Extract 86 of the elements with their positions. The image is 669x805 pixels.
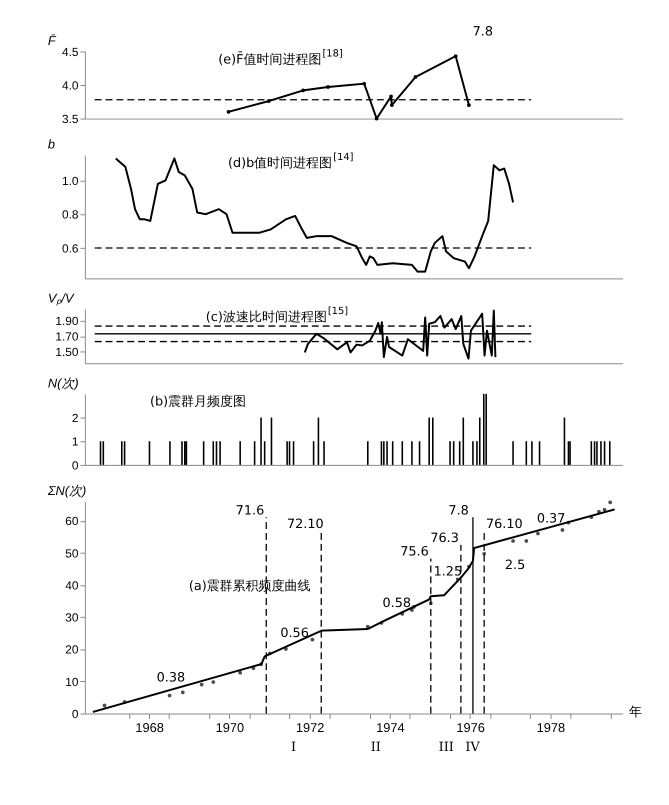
point: [226, 110, 230, 114]
x-tick-label: 1976: [456, 720, 485, 735]
x-tick-label: 1978: [536, 720, 566, 735]
y-tick-label: 50: [65, 546, 79, 560]
text: I: [290, 740, 296, 756]
point: [268, 652, 272, 656]
annotation: 2.5: [504, 558, 526, 574]
y-tick-label: 1.0: [62, 174, 79, 188]
point: [597, 510, 601, 514]
point: [122, 700, 126, 704]
annotation: 72.10: [287, 517, 324, 532]
point: [602, 508, 606, 512]
point: [168, 694, 172, 698]
point: [454, 54, 458, 58]
y-tick-label: 1.70: [55, 330, 79, 344]
point: [238, 670, 242, 675]
point: [200, 682, 204, 686]
y-tick-label: 4.5: [62, 44, 79, 59]
y-axis-title: F̄: [48, 33, 57, 48]
annotation: 76.3: [430, 530, 459, 546]
y-tick-label: 40: [65, 578, 79, 592]
point: [102, 704, 106, 708]
y-tick-label: 0: [72, 707, 79, 721]
point: [366, 624, 370, 629]
chart-title: (b)震群月频度图: [150, 394, 246, 410]
text: 7.8: [472, 24, 493, 40]
point: [400, 612, 404, 616]
point: [180, 690, 185, 694]
point: [467, 564, 471, 569]
y-tick-label: 30: [65, 610, 79, 625]
y-axis-title: b: [48, 136, 55, 152]
y-tick-label: 4.0: [62, 78, 79, 92]
point: [362, 82, 366, 86]
y-tick-label: 60: [65, 514, 79, 528]
point: [259, 662, 263, 666]
x-tick-label: 1968: [135, 720, 164, 735]
y-tick-label: 20: [65, 642, 79, 657]
point: [389, 94, 393, 98]
y-tick-label: 1: [72, 434, 78, 449]
point: [524, 539, 528, 543]
x-tick-label: 1974: [376, 720, 405, 735]
y-tick-label: 0: [72, 458, 79, 472]
annotation: 75.6: [400, 544, 429, 560]
point: [456, 578, 460, 582]
x-axis-title: 年: [629, 704, 642, 720]
point: [414, 75, 418, 79]
y-tick-label: 3.5: [62, 112, 79, 126]
point: [560, 528, 564, 532]
y-tick-label: 1.90: [55, 314, 79, 328]
point: [284, 647, 288, 651]
point: [410, 608, 414, 612]
x-tick-label: 1972: [296, 720, 324, 735]
y-tick-label: 2: [72, 410, 78, 425]
text: III: [438, 740, 454, 756]
point: [467, 103, 471, 107]
x-tick-label: 1970: [216, 720, 244, 735]
y-tick-label: 1.50: [55, 345, 79, 360]
point: [511, 539, 515, 543]
point: [608, 500, 612, 504]
y-axis-title: ΣN(次): [46, 483, 86, 498]
text: II: [370, 740, 381, 756]
point: [301, 88, 306, 92]
annotation: 1.25: [434, 564, 462, 580]
text: IV: [465, 740, 480, 756]
text: (a)震群累积频度曲线: [188, 578, 311, 594]
y-tick-label: 0.8: [62, 208, 79, 222]
annotation: 0.37: [536, 511, 566, 526]
point: [380, 621, 384, 625]
point: [412, 605, 416, 609]
point: [326, 85, 330, 89]
y-axis-title: N(次): [48, 375, 79, 390]
y-tick-label: 10: [65, 674, 79, 689]
point: [211, 680, 216, 684]
annotation: 71.6: [236, 503, 264, 518]
y-tick-label: 0.6: [62, 241, 79, 256]
point: [390, 103, 394, 107]
point: [566, 520, 570, 524]
annotation: 0.38: [156, 670, 186, 686]
annotation: 76.10: [486, 517, 523, 532]
annotation: 7.8: [448, 503, 469, 518]
point: [374, 116, 378, 120]
point: [310, 638, 314, 642]
point: [536, 532, 540, 536]
annotation: 0.56: [280, 626, 309, 641]
y-axis-title: Vₚ/V: [48, 290, 75, 307]
annotation: 0.58: [382, 596, 412, 612]
